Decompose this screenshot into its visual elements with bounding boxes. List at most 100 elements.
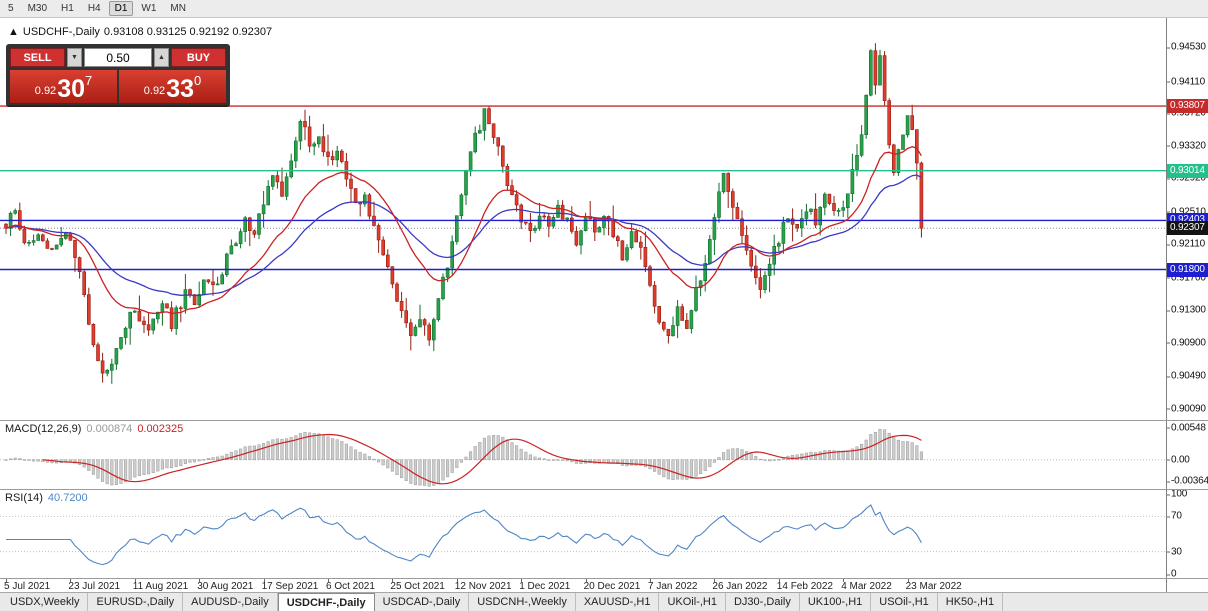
chart-tab-eurusd-daily[interactable]: EURUSD-,Daily [88,593,184,611]
price-axis-label: 0.94110 [1166,76,1206,87]
sell-price-display[interactable]: 0.92 30 7 [10,70,117,103]
date-axis-label: 6 Oct 2021 [326,581,375,592]
macd-signal-value: 0.002325 [137,423,184,435]
chevron-down-icon: ▼ [71,54,78,61]
timeframe-button-W1[interactable]: W1 [135,1,162,16]
date-axis-label: 26 Jan 2022 [712,581,768,592]
panel-separator[interactable] [0,489,1208,490]
price-axis-label: 0.90090 [1167,403,1206,415]
chart-ohlc-header: ▲ USDCHF-,Daily 0.93108 0.93125 0.92192 0.… [8,26,276,38]
time-axis-tick [263,579,265,582]
price-axis-label: 0.90900 [1167,337,1206,349]
chart-tab-audusd-daily[interactable]: AUDUSD-,Daily [183,593,278,611]
time-axis-tick [521,579,523,582]
volume-input[interactable] [84,48,152,67]
date-axis-label: 11 Aug 2021 [132,581,189,592]
timeframe-button-D1[interactable]: D1 [108,1,134,16]
date-axis-label: 20 Dec 2021 [583,581,641,592]
level-price-badge: 0.91800 [1167,262,1208,277]
timeframe-button-H4[interactable]: H4 [82,1,107,16]
rsi-name: RSI(14) [5,492,43,504]
price-axis-label: 0.94530 [1167,41,1206,53]
date-axis-label: 17 Sep 2021 [261,581,319,592]
time-axis-tick [6,579,7,582]
price-axis-label: 0.93320 [1167,140,1206,152]
chart-tab-ukoil-h1[interactable]: UKOil-,H1 [659,593,726,611]
macd-name: MACD(12,26,9) [5,423,82,435]
rsi-axis-label: 100 [1166,488,1188,500]
date-axis-label: 14 Feb 2022 [776,581,833,592]
macd-axis-label: 0.00548 [1167,422,1206,434]
time-axis-tick [456,579,458,582]
timeframe-button-H1[interactable]: H1 [55,1,80,16]
level-price-badge: 0.93807 [1167,99,1208,114]
time-axis-tick [907,579,909,582]
price-axis-label: 0.90490 [1167,370,1206,382]
panel-separator[interactable] [0,578,1208,579]
sell-price-big-digits: 30 [57,75,85,103]
rsi-indicator-label: RSI(14) 40.7200 [5,492,93,504]
rsi-axis-label: 70 [1167,510,1182,522]
chart-tab-hk50-h1[interactable]: HK50-,H1 [938,593,1004,611]
macd-axis-label: 0.00 [1167,454,1190,466]
price-axis-label: 0.92920 [1167,172,1206,184]
time-axis-tick [778,579,780,582]
rsi-axis-label: 30 [1167,546,1182,558]
time-axis-tick [199,579,201,582]
date-axis-label: 25 Oct 2021 [390,581,445,592]
buy-button[interactable]: BUY [171,48,226,67]
chart-title: USDCHF-,Daily [22,26,100,38]
volume-up-button[interactable]: ▲ [154,48,169,67]
date-axis-label: 1 Dec 2021 [519,581,571,592]
time-axis[interactable]: 5 Jul 2021 23 Jul 2021 11 Aug 2021 30 Aug 2… [0,579,1166,592]
candlesticks [4,50,924,374]
macd-signal-line [42,433,922,485]
chart-ohlc-values: 0.93108 0.93125 0.92192 0.92307 [103,26,273,38]
macd-panel-canvas[interactable] [0,421,1166,489]
date-axis-label: 23 Jul 2021 [68,581,121,592]
ma-fast-line [5,146,922,315]
ma-slow-line [5,174,922,297]
date-axis-label: 7 Jan 2022 [648,581,698,592]
volume-down-button[interactable]: ▼ [67,48,82,67]
panel-separator[interactable] [0,420,1208,421]
time-axis-tick [585,579,587,582]
chart-tab-usdchf-daily[interactable]: USDCHF-,Daily [277,593,375,611]
buy-price-prefix: 0.92 [143,85,166,97]
trade-controls-row: SELL ▼ ▲ BUY [10,48,226,67]
chart-tab-usdcnh-weekly[interactable]: USDCNH-,Weekly [469,593,576,611]
chart-tab-usoil-h1[interactable]: USOil-,H1 [871,593,938,611]
trade-prices-row: 0.92 30 7 0.92 33 0 [10,70,226,103]
rsi-line [6,504,922,566]
chart-tab-usdcad-daily[interactable]: USDCAD-,Daily [375,593,470,611]
rsi-axis-label: 0 [1166,568,1177,580]
time-axis-tick [714,579,716,582]
chart-tab-xauusd-h1[interactable]: XAUUSD-,H1 [576,593,660,611]
chart-tab-usdx-weekly[interactable]: USDX,Weekly [2,593,89,611]
timeframe-button-M30[interactable]: M30 [22,1,53,16]
macd-indicator-label: MACD(12,26,9) 0.000874 0.002325 [5,423,188,435]
level-price-badge: 0.93014 [1167,163,1208,178]
chart-tab-dj30-daily[interactable]: DJ30-,Daily [726,593,800,611]
date-axis-label: 5 Jul 2021 [4,581,51,592]
rsi-panel-canvas[interactable] [0,490,1166,578]
price-axis-label: 0.92110 [1166,238,1206,250]
price-axis-label: 0.91300 [1167,304,1206,316]
sell-button[interactable]: SELL [10,48,65,67]
chart-region[interactable]: ▲ USDCHF-,Daily 0.93108 0.93125 0.92192 0.… [0,18,1166,592]
sell-price-prefix: 0.92 [34,85,57,97]
price-axis[interactable]: 0.94530 0.94110 0.93720 0.93320 0.92920 0.925… [1166,18,1208,592]
chevron-up-icon: ▲ [158,54,165,61]
macd-main-value: 0.000874 [86,423,133,435]
timeframe-button-5[interactable]: 5 [2,1,20,16]
price-axis-label: 0.93720 [1167,107,1206,119]
buy-price-display[interactable]: 0.92 33 0 [119,70,226,103]
time-axis-tick [650,579,651,582]
buy-price-pip-digit: 0 [194,73,202,88]
chart-tab-uk100-h1[interactable]: UK100-,H1 [800,593,872,611]
chart-tabs-bar: USDX,Weekly EURUSD-,Daily AUDUSD-,Daily USD… [0,592,1208,611]
time-axis-tick [134,579,136,582]
timeframe-button-MN[interactable]: MN [164,1,192,16]
trade-panel-collapse-icon[interactable]: ▲ [8,26,19,38]
